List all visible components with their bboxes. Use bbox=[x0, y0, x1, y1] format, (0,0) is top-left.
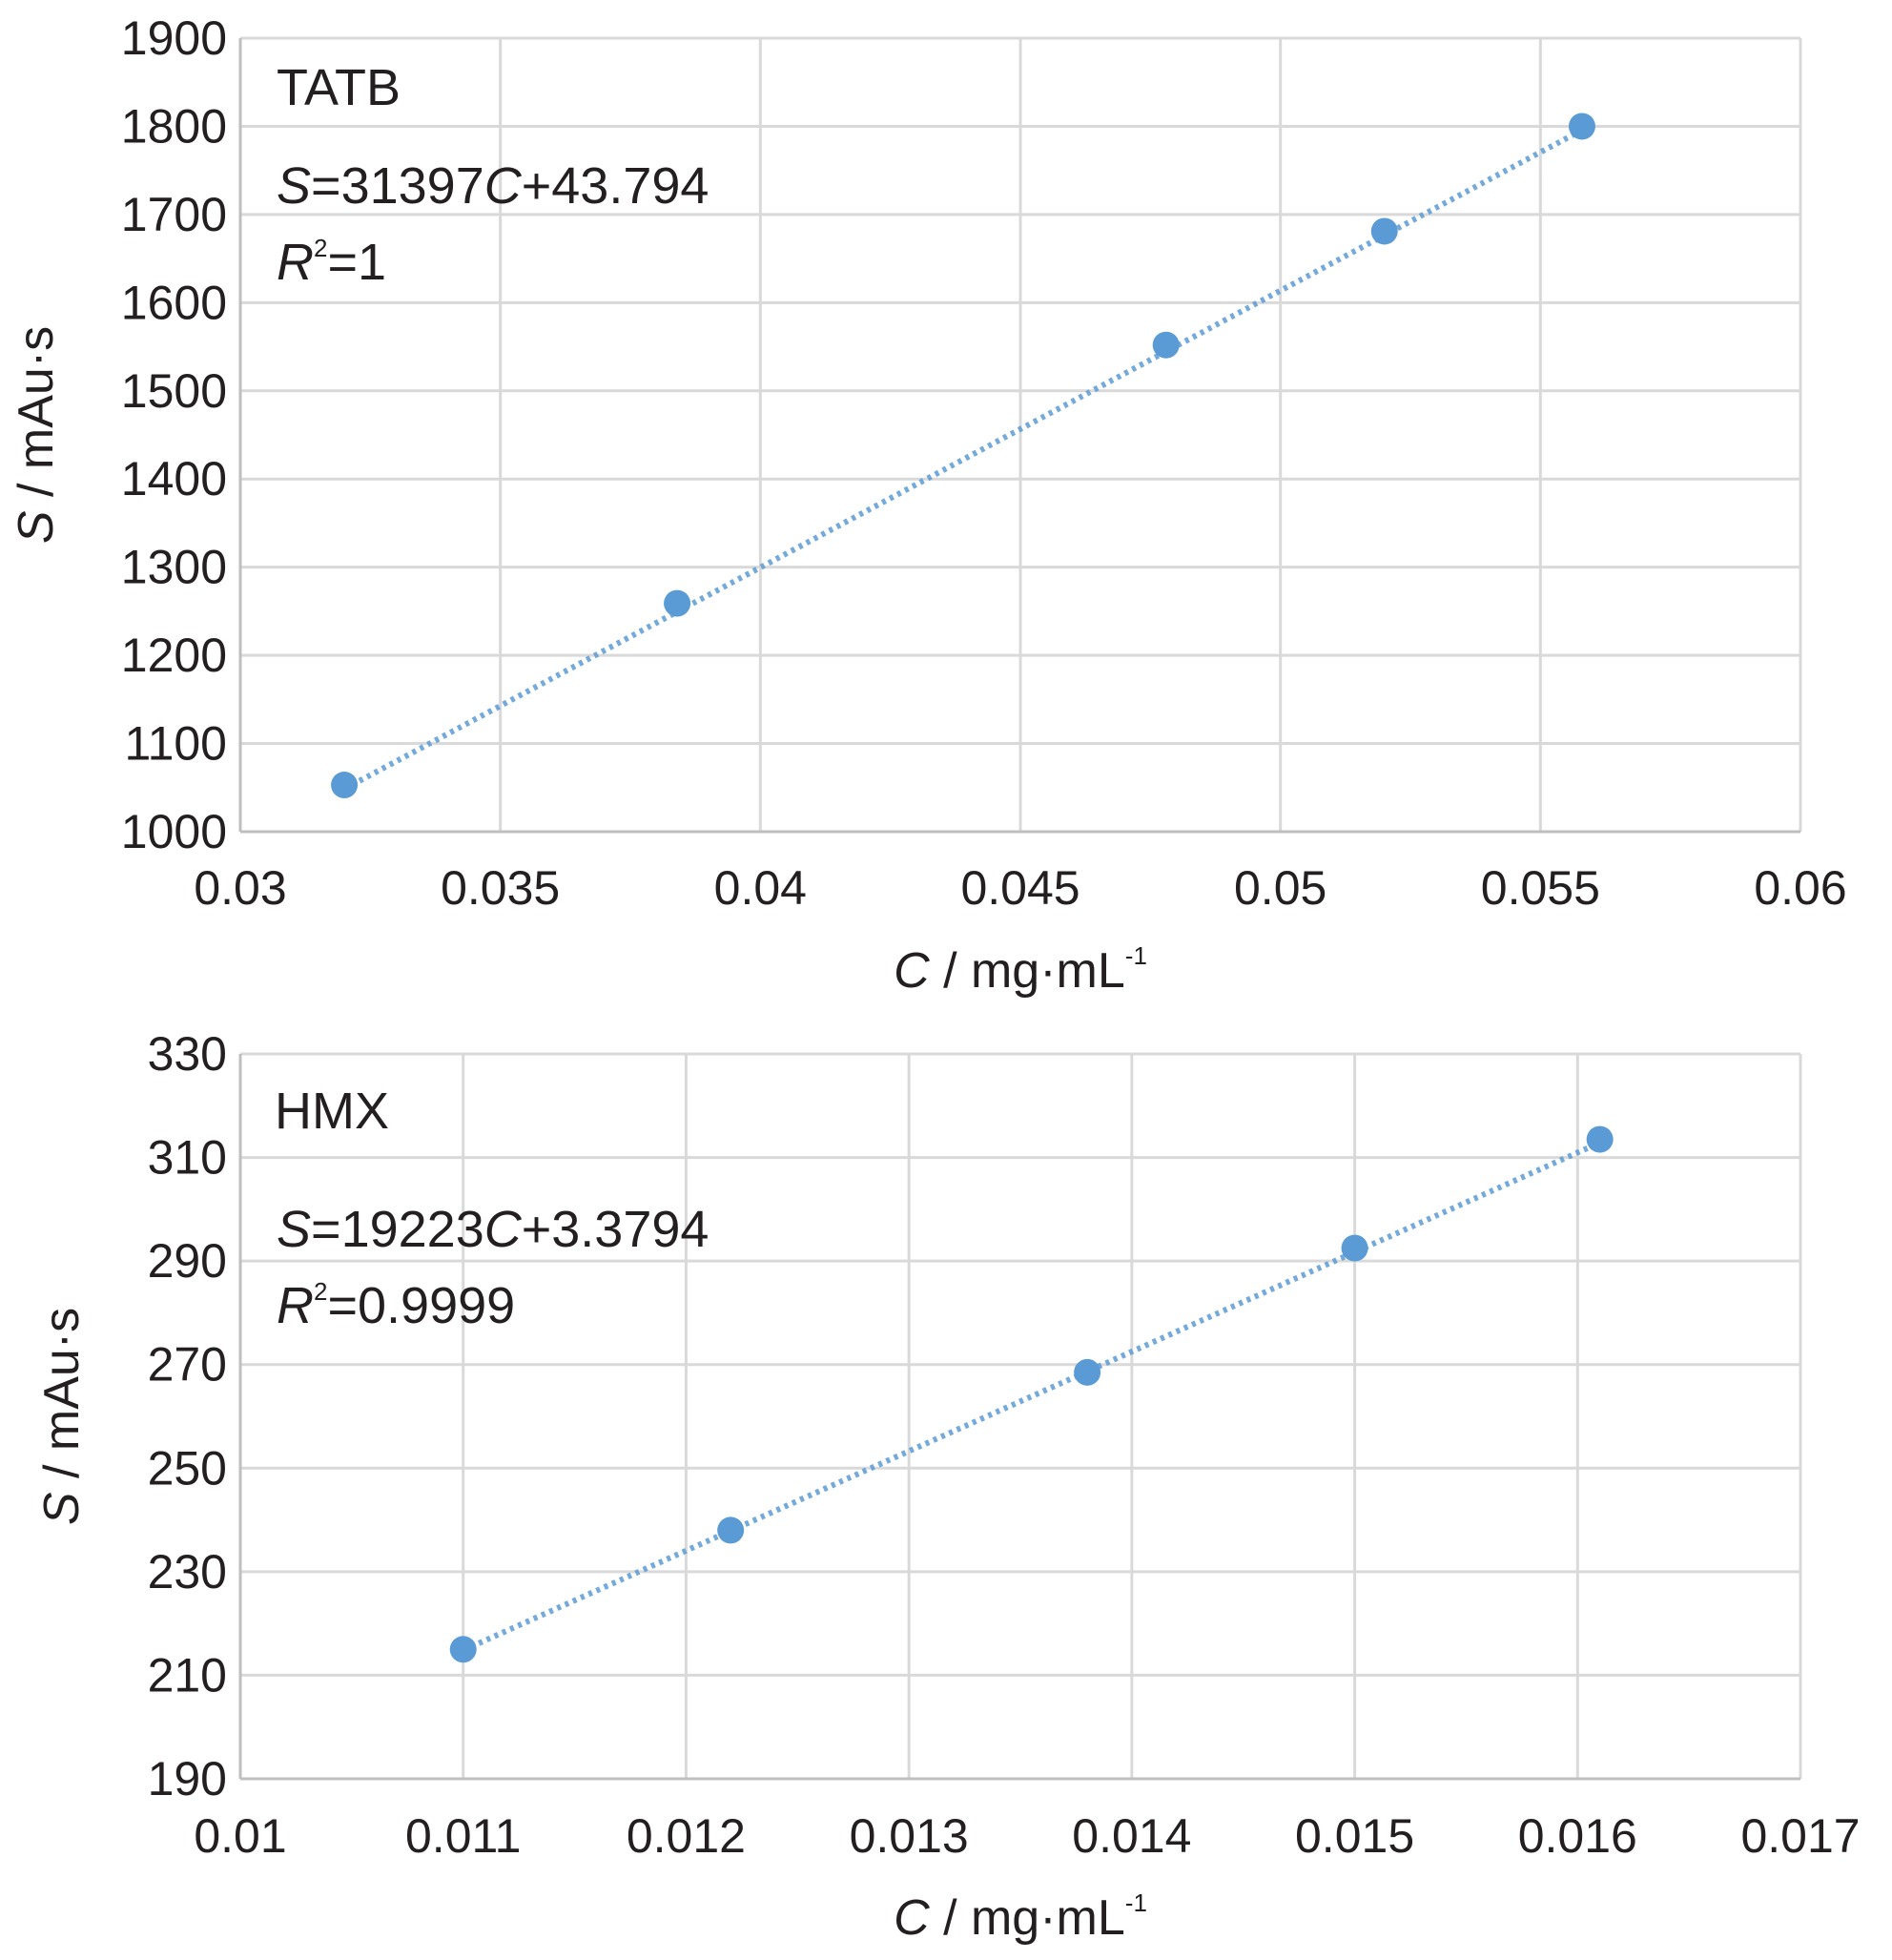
y-tick-label: 1100 bbox=[124, 717, 227, 771]
y-tick-label: 290 bbox=[148, 1234, 227, 1288]
x-tick-label: 0.017 bbox=[1740, 1809, 1860, 1863]
data-point bbox=[717, 1516, 745, 1544]
x-tick-label: 0.015 bbox=[1295, 1809, 1414, 1863]
y-tick-label: 1000 bbox=[121, 805, 227, 858]
x-axis-title: C / mg·mL-1 bbox=[894, 941, 1147, 999]
chart-panel-2: 190 210 230 250 270 290 310 330 0.01 0.011 0.012 0.… bbox=[34, 1027, 1861, 1946]
y-axis-title: S / mAu·s bbox=[9, 326, 64, 544]
y-tick-label: 1600 bbox=[121, 276, 227, 329]
y-tick-label: 250 bbox=[148, 1441, 227, 1495]
x-tick-label: 0.011 bbox=[405, 1809, 521, 1863]
x-tick-label: 0.013 bbox=[850, 1809, 969, 1863]
y-tick-label: 1700 bbox=[121, 188, 227, 241]
x-tick-label: 0.045 bbox=[960, 861, 1080, 915]
panel-label: HMX bbox=[275, 1083, 389, 1140]
y-tick-label: 270 bbox=[148, 1338, 227, 1392]
x-tick-label: 0.016 bbox=[1518, 1809, 1637, 1863]
data-point bbox=[1586, 1125, 1614, 1153]
y-tick-label: 1300 bbox=[121, 541, 227, 594]
data-point bbox=[449, 1636, 477, 1663]
x-tick-label: 0.01 bbox=[194, 1809, 286, 1863]
data-point bbox=[1152, 331, 1180, 359]
panel-label: TATB bbox=[277, 59, 401, 116]
regression-equation: S=31397C+43.794 bbox=[277, 157, 709, 215]
y-tick-label: 210 bbox=[148, 1648, 227, 1702]
y-tick-label: 1200 bbox=[121, 629, 227, 682]
y-tick-label: 1800 bbox=[121, 99, 227, 153]
x-tick-label: 0.05 bbox=[1234, 861, 1326, 915]
x-axis-title: C / mg·mL-1 bbox=[894, 1888, 1147, 1946]
y-axis-title: S / mAu·s bbox=[34, 1308, 90, 1525]
trendline bbox=[462, 1140, 1601, 1653]
y-tick-label: 310 bbox=[148, 1131, 227, 1185]
y-tick-label: 1400 bbox=[121, 452, 227, 505]
chart-panel-1: 1000 1100 1200 1300 1400 1500 1600 1700 1800 1900… bbox=[9, 11, 1847, 999]
x-tick-label: 0.06 bbox=[1754, 861, 1846, 915]
r-squared-label: R2=1 bbox=[277, 234, 386, 291]
x-tick-label: 0.014 bbox=[1072, 1809, 1191, 1863]
r-squared-label: R2=0.9999 bbox=[277, 1277, 515, 1334]
data-point bbox=[331, 772, 359, 799]
y-tick-label: 1500 bbox=[121, 364, 227, 418]
y-tick-label: 190 bbox=[148, 1752, 227, 1805]
y-tick-label: 1900 bbox=[121, 11, 227, 65]
x-tick-label: 0.04 bbox=[714, 861, 807, 915]
y-tick-label: 230 bbox=[148, 1545, 227, 1599]
data-point bbox=[664, 589, 691, 617]
data-point bbox=[1370, 217, 1398, 245]
data-point bbox=[1341, 1234, 1368, 1262]
x-tick-label: 0.012 bbox=[627, 1809, 746, 1863]
data-point bbox=[1074, 1358, 1101, 1386]
x-tick-label: 0.055 bbox=[1481, 861, 1600, 915]
regression-equation: S=19223C+3.3794 bbox=[277, 1201, 709, 1258]
x-tick-label: 0.03 bbox=[194, 861, 286, 915]
y-tick-label: 330 bbox=[148, 1027, 227, 1081]
data-point bbox=[1568, 113, 1595, 140]
x-tick-label: 0.035 bbox=[441, 861, 560, 915]
